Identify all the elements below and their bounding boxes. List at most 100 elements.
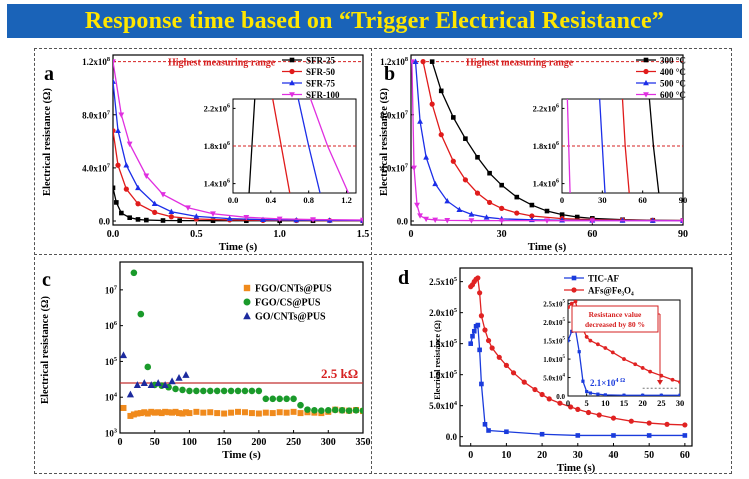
inset-x-tick-label: 0.0 (228, 195, 239, 205)
data-point (432, 180, 439, 187)
panel-letter-d: d (398, 267, 409, 289)
data-point (160, 218, 166, 223)
data-point (514, 210, 520, 216)
data-point (120, 351, 128, 359)
y-tick-label: 4.0x107 (380, 162, 408, 173)
y-axis-title: Elecrical resistance (Ω) (433, 320, 442, 400)
x-tick-label: 30 (497, 229, 507, 240)
data-point (135, 201, 141, 207)
data-point (248, 387, 256, 395)
data-point (241, 409, 248, 416)
data-point (260, 216, 266, 222)
y-axis-title: Electrical resistance (Ω) (40, 296, 51, 404)
legend-marker (243, 298, 251, 306)
data-point (420, 59, 426, 65)
data-point (468, 211, 475, 217)
x-axis-title: Time (s) (528, 241, 567, 253)
y-tick-label: 107 (105, 284, 117, 295)
data-point (304, 406, 311, 413)
y-tick-label: 1.2x108 (82, 56, 110, 67)
data-point (499, 205, 505, 211)
data-point (185, 205, 191, 211)
x-tick-label: 150 (217, 437, 232, 448)
x-tick-label: 60 (587, 229, 597, 240)
series-group (113, 59, 363, 224)
inset-x-tick-label: 0.8 (303, 195, 314, 205)
data-point (172, 385, 179, 393)
inset-note-box (571, 305, 659, 333)
data-point (482, 327, 488, 333)
data-point (290, 395, 297, 403)
plot-area-frame (112, 54, 364, 226)
inset-line-2 (272, 99, 291, 193)
data-point (646, 433, 652, 438)
data-point (352, 407, 360, 414)
legend: TIC-AF AFs@Fe₃O₄ (564, 274, 634, 296)
data-point (544, 218, 550, 224)
data-point (596, 412, 602, 418)
inset-x-tick-label: 90 (679, 195, 688, 205)
inset-data-point (568, 305, 570, 310)
data-point (137, 310, 145, 318)
data-point (510, 370, 517, 376)
data-point (248, 410, 255, 417)
data-point (283, 395, 290, 403)
x-tick-label: 10 (501, 450, 511, 461)
inset-y-tick-label: 1.8x106 (533, 141, 559, 151)
x-tick-label: 1.0 (273, 229, 286, 240)
data-point (474, 190, 481, 196)
data-point (144, 217, 149, 223)
data-point (148, 408, 155, 415)
data-point (429, 101, 435, 107)
data-point (456, 206, 463, 213)
data-point (411, 165, 417, 171)
data-point (360, 217, 363, 224)
max-range-label: Highest measuring range (168, 58, 276, 69)
legend-marker (243, 312, 251, 320)
legend-marker (289, 68, 295, 75)
inset-x-tick-label: 25 (657, 398, 666, 408)
data-point (529, 202, 535, 208)
y-tick-label: 104 (105, 392, 118, 403)
data-point (182, 371, 190, 378)
data-point (611, 433, 616, 438)
data-point (200, 387, 207, 395)
data-point (113, 185, 116, 191)
data-point (210, 218, 216, 223)
data-point (503, 362, 509, 368)
data-point (417, 118, 423, 124)
data-point (489, 345, 495, 351)
data-point (664, 421, 670, 427)
data-point (414, 202, 420, 209)
data-point (168, 214, 174, 220)
data-point (359, 407, 363, 414)
inset-note-line: decreased by 80 % (585, 320, 645, 329)
data-point (176, 410, 183, 417)
inset-x-tick-label: 0 (560, 195, 564, 205)
inset-chart: 0 30 60 90 1.4x106 1.8x106 2.2x106 (533, 98, 688, 205)
x-tick-label: 300 (321, 437, 336, 448)
y-tick-label: 4.0x107 (82, 162, 110, 173)
legend-marker (243, 284, 251, 292)
inset-data-point (633, 362, 638, 367)
plot-area-frame (119, 261, 364, 434)
inset-data-point (648, 369, 653, 374)
legend-marker (571, 275, 577, 281)
data-point (483, 214, 490, 220)
data-point (186, 387, 193, 395)
data-point (529, 213, 535, 219)
inset-chart: 0 5 10 15 20 25 30 0.0 5.0x104 1.0x105 1.5x105 2.0x… (543, 299, 684, 408)
data-point (221, 410, 228, 417)
data-point (463, 136, 468, 141)
data-point (135, 184, 141, 191)
data-point (423, 216, 430, 223)
data-point (162, 408, 169, 415)
y-axis-title: Electrical resistance (Ω) (379, 88, 390, 196)
panel-divider-horizontal (34, 254, 732, 255)
y-tick-label: 2.5x105 (429, 276, 457, 287)
data-point (478, 313, 485, 319)
x-axis-title: Time (s) (219, 241, 258, 253)
y-tick-label: 0.0 (99, 217, 111, 227)
series-group (468, 275, 688, 438)
